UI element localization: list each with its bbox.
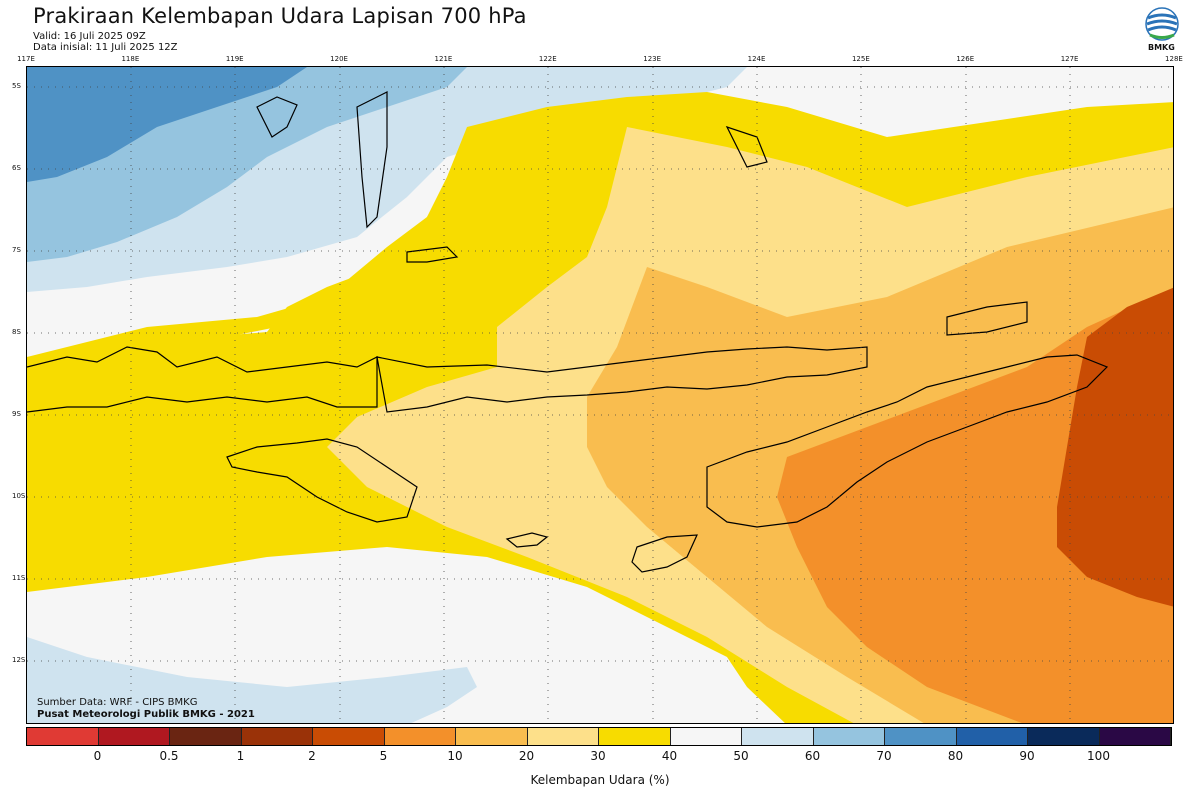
lon-label: 122E (538, 55, 557, 63)
legend-tick-label: 50 (733, 749, 749, 763)
legend-tick-label: 2 (308, 749, 316, 763)
legend-tick-label: 0.5 (159, 749, 179, 763)
lon-label: 123E (643, 55, 662, 63)
legend-swatch (27, 728, 99, 745)
lon-label: 125E (851, 55, 870, 63)
legend-tick-label: 0 (93, 749, 102, 763)
legend-swatch (384, 728, 456, 745)
color-legend (26, 727, 1172, 746)
legend-tick-label: 60 (804, 749, 821, 763)
legend-swatch (241, 728, 313, 745)
lon-label: 124E (747, 55, 766, 63)
legend-swatch (813, 728, 885, 745)
legend-tick-label: 40 (661, 749, 678, 763)
lat-label: 6S (12, 164, 21, 172)
legend-unit-label: Kelembapan Udara (%) (530, 773, 670, 787)
legend-swatch (527, 728, 599, 745)
legend-swatch (98, 728, 170, 745)
humidity-band-80 (27, 67, 307, 182)
lon-label: 126E (956, 55, 975, 63)
legend-swatch (170, 728, 242, 745)
graticule (27, 67, 1173, 723)
legend-tick-label: 20 (518, 749, 535, 763)
map-title: Prakiraan Kelembapan Udara Lapisan 700 h… (33, 4, 527, 28)
credit: Pusat Meteorologi Publik BMKG - 2021 (37, 709, 255, 720)
lat-label: 11S (12, 574, 26, 582)
lon-label: 121E (434, 55, 453, 63)
lon-label: 127E (1060, 55, 1079, 63)
legend-tick-label: 10 (447, 749, 463, 763)
lon-label: 128E (1165, 55, 1183, 63)
humidity-band-60-south (27, 637, 477, 723)
lat-label: 10S (12, 492, 26, 500)
lon-label: 117E (17, 55, 35, 63)
valid-time: Valid: 16 Juli 2025 09Z (33, 31, 146, 42)
legend-swatch (599, 728, 671, 745)
legend-tick-label: 90 (1019, 749, 1035, 763)
lat-label: 5S (12, 82, 21, 90)
legend-swatch (313, 728, 385, 745)
legend-swatch (1028, 728, 1100, 745)
bmkg-logo-icon (1145, 7, 1179, 41)
legend-tick-label: 100 (1087, 749, 1110, 763)
humidity-map (26, 66, 1174, 724)
legend-tick-label: 1 (236, 749, 245, 763)
lon-label: 120E (330, 55, 348, 63)
humidity-band-5 (777, 287, 1173, 723)
legend-swatch (670, 728, 742, 745)
lon-label: 119E (225, 55, 244, 63)
legend-swatch (456, 728, 528, 745)
coastlines (27, 91, 1109, 573)
legend-swatch (956, 728, 1028, 745)
lon-label: 118E (121, 55, 140, 63)
legend-tick-label: 30 (590, 749, 606, 763)
lat-label: 8S (12, 328, 21, 336)
logo-text: BMKG (1148, 43, 1175, 52)
legend-swatch (742, 728, 814, 745)
legend-swatch (885, 728, 957, 745)
legend-tick-label: 80 (947, 749, 964, 763)
legend-tick-label: 70 (876, 749, 892, 763)
legend-tick-label: 5 (379, 749, 388, 763)
lat-label: 7S (12, 246, 21, 254)
lat-label: 9S (12, 410, 21, 418)
data-source: Sumber Data: WRF - CIPS BMKG (37, 697, 198, 708)
legend-swatch (1099, 728, 1171, 745)
initial-time: Data inisial: 11 Juli 2025 12Z (33, 42, 178, 53)
lat-label: 12S (12, 656, 26, 664)
humidity-band-2 (1057, 287, 1173, 607)
humidity-band-30-west (27, 167, 487, 367)
